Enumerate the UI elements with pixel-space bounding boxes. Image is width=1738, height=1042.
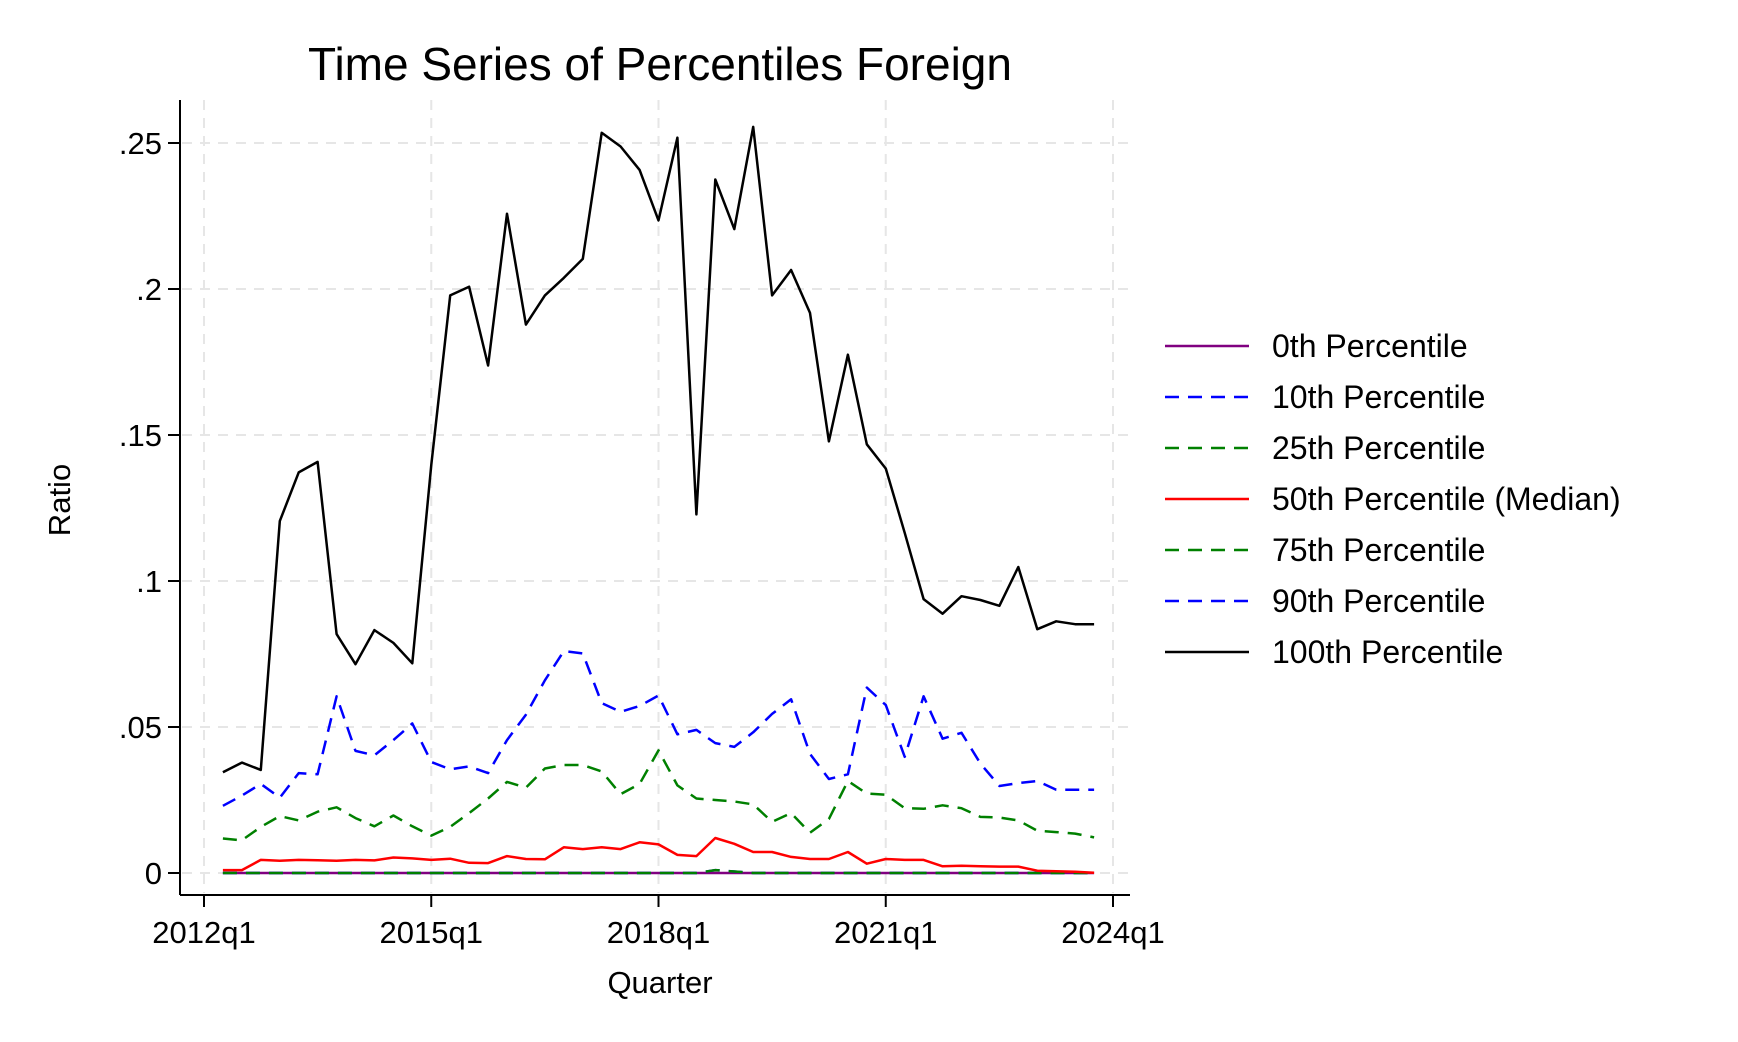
chart-title: Time Series of Percentiles Foreign (308, 38, 1012, 90)
grid-lines (182, 100, 1130, 893)
legend-label-4: 75th Percentile (1272, 532, 1485, 568)
legend-label-6: 100th Percentile (1272, 634, 1503, 670)
y-tick-label: .1 (136, 564, 162, 599)
legend-label-1: 10th Percentile (1272, 379, 1485, 415)
series-group (222, 125, 1095, 875)
y-tick-label: .25 (119, 126, 162, 161)
y-tick-label: .2 (136, 272, 162, 307)
y-tick-label: .15 (119, 418, 162, 453)
x-tick-label: 2015q1 (380, 915, 483, 950)
legend: 0th Percentile 10th Percentile 25th Percen… (1165, 328, 1621, 670)
series-line-5 (222, 649, 1095, 807)
axes: 0 .05 .1 .15 .2 .25 2012q1 2015q1 2018q1 2021q1 20… (119, 100, 1165, 950)
series-line-4 (222, 749, 1095, 842)
y-tick-label: .05 (119, 710, 162, 745)
legend-label-5: 90th Percentile (1272, 583, 1485, 619)
x-tick-label: 2012q1 (152, 915, 255, 950)
legend-label-0: 0th Percentile (1272, 328, 1468, 364)
legend-label-3: 50th Percentile (Median) (1272, 481, 1621, 517)
series-line-6 (222, 125, 1095, 774)
series-line-2 (222, 868, 1095, 875)
x-tick-label: 2024q1 (1061, 915, 1164, 950)
x-tick-label: 2021q1 (834, 915, 937, 950)
series-line-3 (222, 836, 1095, 874)
legend-label-2: 25th Percentile (1272, 430, 1485, 466)
y-axis-title: Ratio (42, 464, 77, 536)
y-tick-label: 0 (145, 856, 162, 891)
x-tick-label: 2018q1 (607, 915, 710, 950)
x-axis-title: Quarter (607, 965, 712, 1000)
